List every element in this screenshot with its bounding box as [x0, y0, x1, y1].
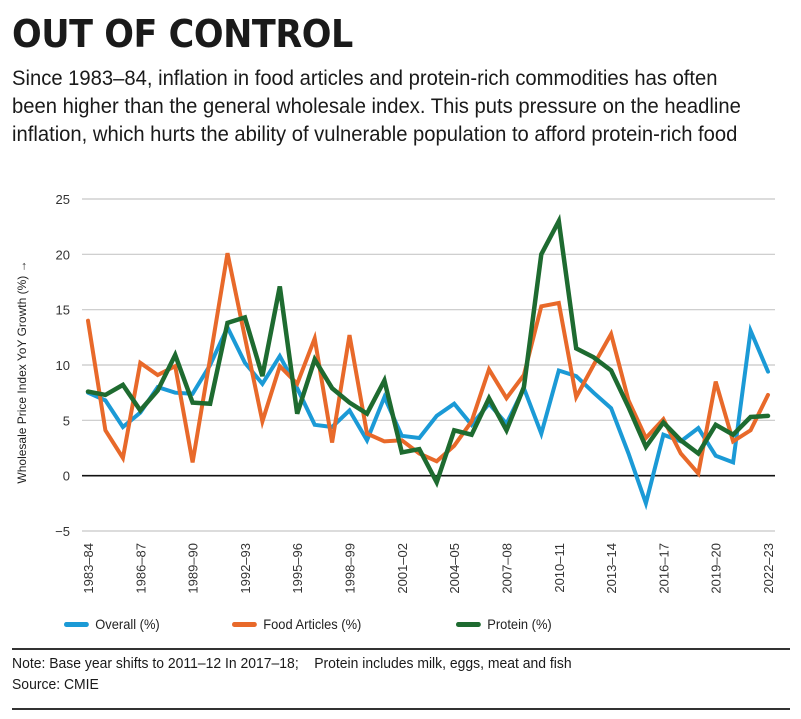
- legend-item-overall: Overall (%): [64, 616, 160, 632]
- x-axis-ticks: 1983–84 1986–87 1989–90 1992–93 1995–96 1998–…: [81, 543, 776, 594]
- legend-label-food-articles: Food Articles (%): [263, 616, 362, 632]
- divider-bottom: [12, 708, 790, 710]
- legend-swatch-food-articles: [232, 621, 257, 627]
- footnote: Note: Base year shifts to 2011–12 In 201…: [12, 653, 572, 695]
- chart-subtitle: Since 1983–84, inflation in food article…: [12, 66, 741, 146]
- x-tick-label: 1989–90: [186, 543, 201, 594]
- y-tick-label: −5: [55, 524, 70, 539]
- y-tick-label: 25: [56, 192, 70, 207]
- x-tick-label: 1986–87: [133, 543, 148, 594]
- y-tick-label: 0: [63, 469, 70, 484]
- x-tick-label: 1983–84: [81, 543, 96, 594]
- chart-title: OUT OF CONTROL: [12, 12, 353, 56]
- x-tick-label: 2016–17: [656, 543, 671, 594]
- line-chart: −5 0 5 10 15 20 25 1983–84 1986–87 1989–90 1992–9…: [15, 192, 776, 594]
- x-tick-label: 2010–11: [552, 543, 567, 593]
- x-tick-label: 2001–02: [395, 543, 410, 594]
- y-tick-label: 5: [63, 413, 70, 428]
- y-axis-label: Wholesale Price Index YoY Growth (%) →: [15, 260, 29, 483]
- legend-item-protein: Protein (%): [456, 616, 552, 632]
- divider-top: [12, 648, 790, 650]
- x-tick-label: 2007–08: [499, 543, 514, 594]
- x-tick-label: 1992–93: [238, 543, 253, 594]
- x-tick-label: 2022–23: [761, 543, 776, 594]
- legend-item-food-articles: Food Articles (%): [232, 616, 361, 632]
- series-lines: [85, 213, 771, 511]
- series-line-protein: [85, 213, 771, 489]
- x-tick-label: 1998–99: [343, 543, 358, 594]
- y-tick-label: 20: [56, 247, 70, 262]
- legend-swatch-overall: [64, 621, 89, 627]
- legend-label-protein: Protein (%): [487, 616, 552, 632]
- series-line-overall: [86, 322, 770, 511]
- x-tick-label: 1995–96: [290, 543, 305, 594]
- legend-swatch-protein: [456, 621, 481, 627]
- x-tick-label: 2019–20: [709, 543, 724, 594]
- y-tick-label: 10: [56, 358, 70, 373]
- y-tick-label: 15: [56, 303, 70, 318]
- y-axis-ticks: −5 0 5 10 15 20 25: [55, 192, 70, 539]
- source-text: Source: CMIE: [12, 676, 99, 693]
- legend-label-overall: Overall (%): [95, 616, 160, 632]
- series-line-food-articles: [86, 252, 770, 478]
- x-tick-label: 2013–14: [604, 543, 619, 594]
- gridlines: [82, 198, 775, 532]
- x-tick-label: 2004–05: [447, 543, 462, 594]
- note-text: Note: Base year shifts to 2011–12 In 201…: [12, 655, 572, 672]
- legend: Overall (%) Food Articles (%) Protein (%…: [0, 616, 801, 638]
